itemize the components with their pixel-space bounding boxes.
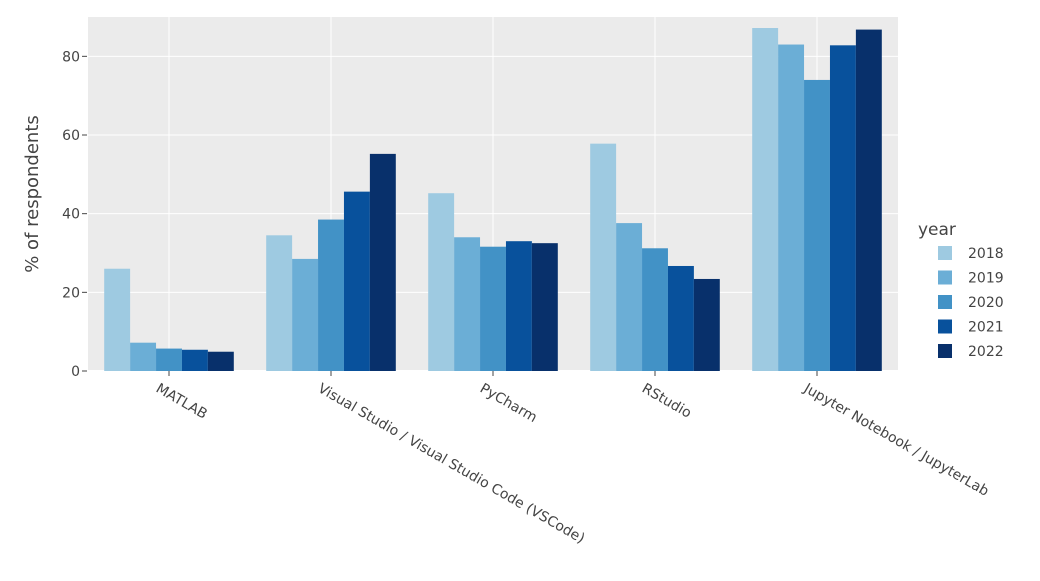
bar-2022-0 xyxy=(207,351,234,371)
bars xyxy=(104,28,882,372)
legend-swatch-2018[interactable] xyxy=(938,246,952,260)
bar-2020-2 xyxy=(480,246,506,371)
legend-title: year xyxy=(918,220,956,240)
bar-2021-0 xyxy=(181,349,208,371)
x-tick-label: PyCharm xyxy=(477,381,540,426)
bar-2020-3 xyxy=(642,248,668,371)
y-tick-label: 60 xyxy=(62,128,80,144)
bar-2022-1 xyxy=(369,153,396,371)
bar-2019-3 xyxy=(616,223,643,371)
bar-2018-3 xyxy=(590,143,617,371)
bar-2019-0 xyxy=(130,342,157,371)
bar-2019-2 xyxy=(454,237,481,371)
legend-label-2019[interactable]: 2019 xyxy=(968,271,1004,287)
bar-2019-4 xyxy=(778,44,805,372)
bar-2018-4 xyxy=(752,28,779,371)
legend-swatch-2019[interactable] xyxy=(938,270,952,285)
y-tick-labels: 0 20 40 60 80 xyxy=(62,49,87,380)
bar-2021-2 xyxy=(505,241,532,371)
x-tick-label: MATLAB xyxy=(153,381,210,423)
legend-swatch-2020[interactable] xyxy=(938,295,952,309)
bar-2022-4 xyxy=(855,29,882,371)
y-tick-label: 20 xyxy=(62,285,80,301)
bar-2020-4 xyxy=(804,79,830,371)
legend-label-2022[interactable]: 2022 xyxy=(968,344,1004,360)
legend-swatch-2021[interactable] xyxy=(938,319,952,334)
bar-2018-2 xyxy=(428,193,455,371)
y-tick-label: 0 xyxy=(71,364,80,380)
bar-2019-1 xyxy=(292,258,319,371)
bar-2022-2 xyxy=(531,243,558,371)
legend-label-2021[interactable]: 2021 xyxy=(968,320,1004,336)
y-tick-label: 40 xyxy=(62,207,80,223)
legend-label-2018[interactable]: 2018 xyxy=(968,246,1004,262)
bar-2021-4 xyxy=(829,45,856,371)
legend-swatch-2022[interactable] xyxy=(938,344,952,358)
bar-2020-0 xyxy=(156,348,182,371)
bar-2018-0 xyxy=(104,268,131,371)
x-tick-label: Jupyter Notebook / JupyterLab xyxy=(800,380,991,500)
x-tick-label: Visual Studio / Visual Studio Code (VSCo… xyxy=(315,381,587,547)
y-axis-title: % of respondents xyxy=(22,115,43,273)
bar-2020-1 xyxy=(318,219,344,371)
bar-2021-3 xyxy=(667,265,694,371)
legend: year 2018 2019 2020 2021 2022 xyxy=(918,220,1004,360)
bar-2022-3 xyxy=(693,278,720,371)
legend-label-2020[interactable]: 2020 xyxy=(968,295,1004,311)
bar-2018-1 xyxy=(266,235,293,371)
x-tick-labels: MATLAB Visual Studio / Visual Studio Code… xyxy=(153,371,992,547)
x-tick-label: RStudio xyxy=(639,381,694,422)
bar-2021-1 xyxy=(343,191,370,371)
y-tick-label: 80 xyxy=(62,49,80,65)
